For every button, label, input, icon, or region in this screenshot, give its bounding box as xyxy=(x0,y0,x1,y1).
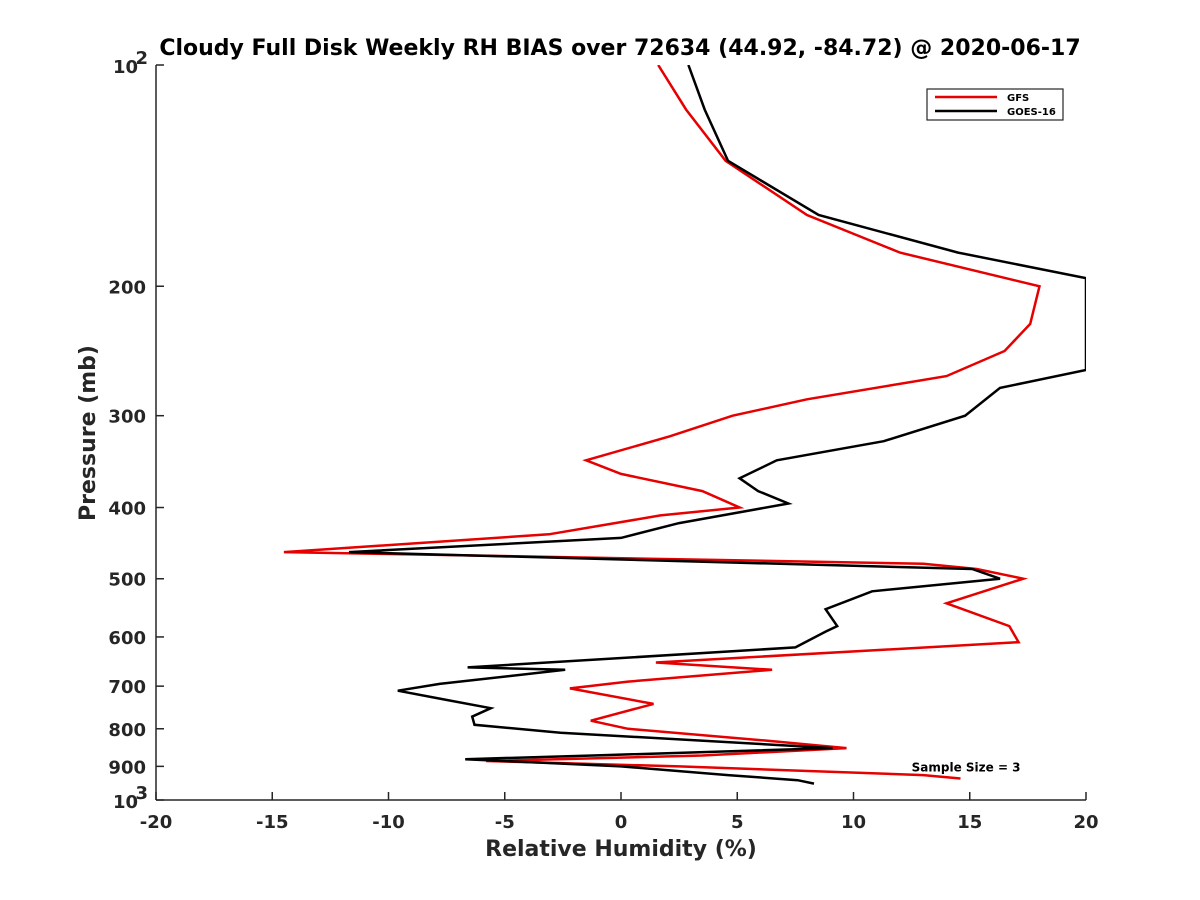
y-tick-label: 600 xyxy=(108,628,146,649)
x-tick-label: 5 xyxy=(731,812,744,833)
series-line-gfs xyxy=(283,65,1042,780)
legend-label: GOES-16 xyxy=(1007,107,1056,118)
annotations: Sample Size = 3 xyxy=(912,760,1021,774)
series-line-goes-16 xyxy=(348,65,1086,785)
x-tick-label: -5 xyxy=(495,812,515,833)
legend: GFS GOES-16 xyxy=(926,88,1064,121)
x-tick-label: 10 xyxy=(841,812,866,833)
x-tick-label: 0 xyxy=(615,812,628,833)
legend-box xyxy=(926,88,1064,121)
y-tick-label: 400 xyxy=(108,499,146,520)
y-tick-label: 10 xyxy=(113,57,138,78)
y-tick-exponent: 3 xyxy=(135,783,148,804)
series-group xyxy=(283,65,1086,785)
x-tick-label: -20 xyxy=(140,812,173,833)
y-tick-label: 200 xyxy=(108,277,146,298)
plot-area xyxy=(155,65,1086,801)
y-tick-label: 500 xyxy=(108,570,146,591)
legend-label: GFS xyxy=(1007,93,1029,104)
annotation-sample-size: Sample Size = 3 xyxy=(912,760,1021,774)
x-tick-label: -15 xyxy=(256,812,289,833)
y-axis-label: Pressure (mb) xyxy=(76,345,101,521)
y-tick-label: 700 xyxy=(108,677,146,698)
y-tick-exponent: 2 xyxy=(135,48,148,69)
x-axis-label: Relative Humidity (%) xyxy=(485,837,757,862)
y-tick-label: 10 xyxy=(113,792,138,813)
x-tick-label: 20 xyxy=(1073,812,1098,833)
chart-title: Cloudy Full Disk Weekly RH BIAS over 726… xyxy=(159,36,1080,61)
y-tick-label: 900 xyxy=(108,757,146,778)
y-tick-label: 800 xyxy=(108,720,146,741)
x-axis-ticks: -20 -15 -10 -5 0 5 10 15 20 xyxy=(140,792,1099,833)
y-tick-label: 300 xyxy=(108,407,146,428)
x-tick-label: -10 xyxy=(372,812,405,833)
x-tick-label: 15 xyxy=(957,812,982,833)
